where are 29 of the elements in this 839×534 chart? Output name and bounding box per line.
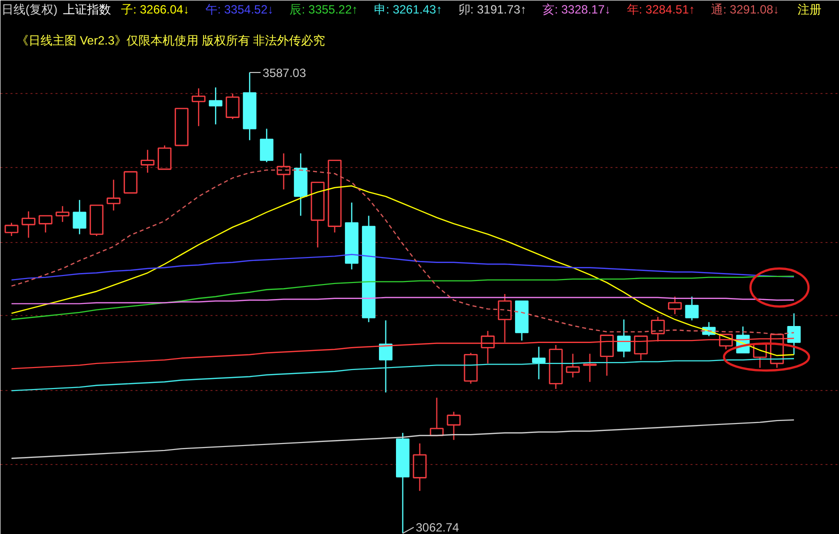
candlestick [787,312,801,356]
chart-subtitle: 日线(复权) [2,2,58,16]
text: 通: 3291.08↓ [711,2,780,16]
candlestick [480,330,495,364]
text: 卯: 3191.73↑ [458,2,526,16]
text: 《日线主图 Ver2.3》仅限本机使用 版权所有 非法外传必究 [16,34,326,48]
candlestick [276,152,291,190]
text: 申: 3261.43↑ [374,2,442,16]
candlestick [566,353,580,378]
annotation: 3587.03 [262,66,306,80]
annotation: 3062.74 [416,520,460,534]
text: 辰: 3355.22↑ [290,2,358,16]
text: 注册 [797,2,822,16]
candlestick [532,346,546,380]
candlestick [344,202,358,270]
candlestick [208,86,222,125]
candlestick [362,215,376,323]
text: 亥: 3328.17↓ [542,2,611,16]
text: 午: 3354.52↓ [205,2,274,16]
candlestick [498,293,512,343]
candlestick [378,320,392,394]
text: 子: 3266.04↓ [121,2,190,16]
candlestick [294,152,308,216]
chart-title: 上证指数 [63,2,112,16]
candlestick [242,72,256,141]
candlestick [548,344,563,390]
candlestick [412,442,427,492]
candlestick [582,353,597,382]
text: 年: 3284.51↑ [626,2,695,16]
